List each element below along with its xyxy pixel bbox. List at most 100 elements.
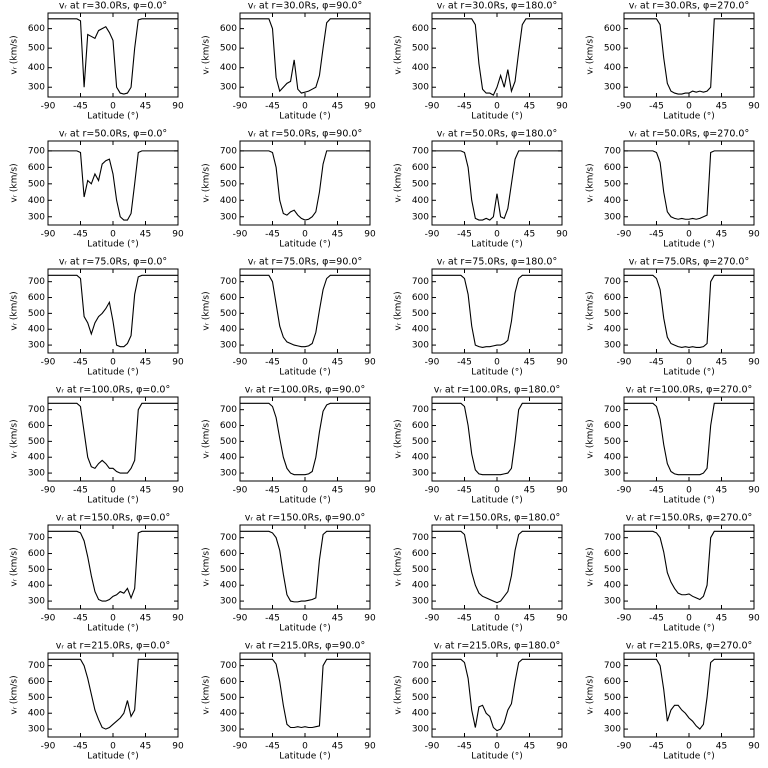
- panel-title: vᵣ at r=150.0Rs, φ=90.0°: [245, 513, 365, 524]
- y-tick-label: 400: [28, 325, 45, 335]
- data-line: [432, 402, 562, 476]
- x-axis-label: Latitude (°): [471, 752, 522, 762]
- y-axis-label: vᵣ (km/s): [394, 675, 404, 714]
- y-tick-label: 300: [28, 212, 45, 222]
- x-tick-label: -45: [73, 102, 88, 112]
- x-axis-label: Latitude (°): [87, 240, 138, 250]
- plot-frame: [47, 12, 179, 98]
- y-tick-label: 400: [412, 453, 429, 463]
- x-tick-label: 90: [172, 742, 184, 752]
- x-tick-label: 0: [302, 358, 308, 368]
- y-tick-label: 600: [28, 24, 45, 34]
- x-tick-label: -90: [233, 742, 248, 752]
- panel: vᵣ at r=75.0Rs, φ=0.0° -90 -45 0 45 90 300 400 5…: [10, 257, 184, 378]
- x-tick-label: -90: [233, 230, 248, 240]
- y-axis-label: vᵣ (km/s): [202, 291, 212, 330]
- y-tick-label: 600: [604, 421, 621, 431]
- data-line: [624, 402, 754, 476]
- y-tick-label: 300: [412, 597, 429, 607]
- y-tick-label: 500: [604, 437, 621, 447]
- x-tick-label: 0: [302, 614, 308, 624]
- x-tick-label: -45: [649, 358, 664, 368]
- x-tick-label: 90: [556, 230, 568, 240]
- x-tick-label: -45: [457, 102, 472, 112]
- y-tick-label: 700: [28, 277, 45, 287]
- panel-title: vᵣ at r=150.0Rs, φ=0.0°: [56, 513, 170, 524]
- panel-title: vᵣ at r=50.0Rs, φ=270.0°: [629, 129, 749, 140]
- y-tick-label: 600: [412, 24, 429, 34]
- plot-frame: [431, 396, 563, 482]
- y-axis-label: vᵣ (km/s): [394, 35, 404, 74]
- x-tick-label: 90: [748, 486, 760, 496]
- x-axis-label: Latitude (°): [471, 112, 522, 122]
- x-tick-label: 90: [556, 614, 568, 624]
- data-line: [48, 18, 178, 95]
- panel: vᵣ at r=50.0Rs, φ=90.0° -90 -45 0 45 90 300 400…: [202, 129, 376, 250]
- panel-title: vᵣ at r=50.0Rs, φ=0.0°: [59, 129, 167, 140]
- y-tick-label: 300: [28, 469, 45, 479]
- x-tick-label: 45: [140, 358, 151, 368]
- y-tick-label: 300: [28, 725, 45, 735]
- x-tick-label: 45: [716, 102, 727, 112]
- x-tick-label: -45: [73, 614, 88, 624]
- x-axis-label: Latitude (°): [87, 496, 138, 506]
- plot-frame: [431, 268, 563, 354]
- y-tick-label: 400: [412, 709, 429, 719]
- x-tick-label: 45: [140, 614, 151, 624]
- y-axis-label: vᵣ (km/s): [586, 675, 596, 714]
- y-axis-label: vᵣ (km/s): [202, 419, 212, 458]
- x-tick-label: 0: [302, 102, 308, 112]
- y-tick-label: 500: [604, 44, 621, 54]
- x-tick-label: 0: [494, 742, 500, 752]
- x-tick-label: 0: [686, 486, 692, 496]
- plot-frame: [239, 524, 371, 610]
- y-tick-label: 400: [220, 709, 237, 719]
- panel: vᵣ at r=30.0Rs, φ=90.0° -90 -45 0 45 90 300 400…: [202, 1, 376, 122]
- y-tick-label: 300: [220, 341, 237, 351]
- x-tick-label: -45: [265, 102, 280, 112]
- y-tick-label: 400: [604, 325, 621, 335]
- y-tick-label: 300: [604, 725, 621, 735]
- panel: vᵣ at r=50.0Rs, φ=270.0° -90 -45 0 45 90 300 40…: [586, 129, 760, 250]
- y-tick-label: 600: [220, 677, 237, 687]
- x-tick-label: -90: [41, 358, 56, 368]
- panel: vᵣ at r=30.0Rs, φ=180.0° -90 -45 0 45 90 300 40…: [394, 1, 568, 122]
- y-tick-label: 300: [220, 597, 237, 607]
- y-tick-label: 400: [604, 63, 621, 73]
- y-tick-label: 400: [220, 325, 237, 335]
- y-axis-label: vᵣ (km/s): [586, 419, 596, 458]
- x-tick-label: -90: [617, 614, 632, 624]
- x-tick-label: 0: [686, 358, 692, 368]
- panel-title: vᵣ at r=75.0Rs, φ=0.0°: [59, 257, 167, 268]
- x-axis-label: Latitude (°): [663, 624, 714, 634]
- y-tick-label: 500: [412, 565, 429, 575]
- x-axis-label: Latitude (°): [279, 752, 330, 762]
- panel: vᵣ at r=75.0Rs, φ=270.0° -90 -45 0 45 90 300 40…: [586, 257, 760, 378]
- y-tick-label: 700: [220, 661, 237, 671]
- y-tick-label: 500: [220, 309, 237, 319]
- y-tick-label: 400: [604, 581, 621, 591]
- data-line: [48, 402, 178, 474]
- x-tick-label: 45: [524, 614, 535, 624]
- x-tick-label: 45: [524, 358, 535, 368]
- y-tick-label: 300: [412, 212, 429, 222]
- y-axis-label: vᵣ (km/s): [586, 291, 596, 330]
- x-tick-label: -90: [617, 230, 632, 240]
- x-tick-label: 45: [140, 102, 151, 112]
- x-tick-label: 90: [748, 614, 760, 624]
- x-tick-label: 45: [332, 230, 343, 240]
- data-line: [624, 658, 754, 730]
- x-tick-label: -90: [41, 486, 56, 496]
- x-tick-label: -45: [457, 230, 472, 240]
- y-tick-label: 700: [220, 277, 237, 287]
- panel: vᵣ at r=100.0Rs, φ=90.0° -90 -45 0 45 90 300 40…: [202, 385, 376, 506]
- x-tick-label: 90: [364, 230, 376, 240]
- x-tick-label: -45: [457, 614, 472, 624]
- x-tick-label: 45: [332, 486, 343, 496]
- data-line: [624, 18, 754, 95]
- x-tick-label: -90: [233, 486, 248, 496]
- x-tick-label: -45: [265, 486, 280, 496]
- x-tick-label: 90: [364, 486, 376, 496]
- panel: vᵣ at r=215.0Rs, φ=180.0° -90 -45 0 45 90 300 4…: [394, 641, 568, 762]
- y-tick-label: 300: [220, 725, 237, 735]
